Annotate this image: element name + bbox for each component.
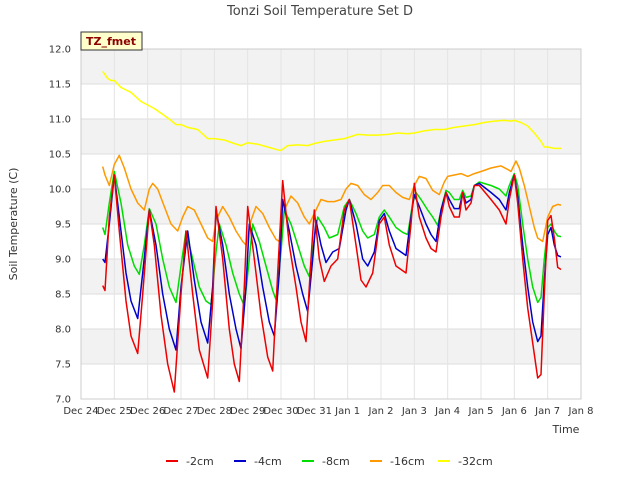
x-tick-label: Jan 1 <box>334 406 360 417</box>
y-tick-label: 11.5 <box>49 80 71 91</box>
plot-band <box>81 49 581 84</box>
y-tick-label: 10.5 <box>49 150 71 161</box>
legend: -2cm -4cm -8cm -16cm -32cm <box>166 455 493 468</box>
tag-label: TZ_fmet <box>86 35 136 48</box>
plot-band <box>81 294 581 329</box>
x-tick-label: Jan 7 <box>534 406 560 417</box>
x-tick-label: Dec 30 <box>263 406 298 417</box>
plot-band <box>81 154 581 189</box>
legend-entry: -4cm <box>254 455 282 468</box>
series-line-minus-2cm <box>102 174 562 393</box>
tag-box-background <box>80 31 143 51</box>
plot-band <box>81 364 581 399</box>
x-tick-label: Jan 2 <box>368 406 394 417</box>
y-tick-label: 10.0 <box>49 185 71 196</box>
y-tick-label: 11.0 <box>49 115 71 126</box>
plot-frame <box>80 48 582 400</box>
plot-band <box>81 329 581 364</box>
tag-box: TZ_fmet <box>80 31 143 51</box>
y-tick-label: 7.0 <box>55 395 71 406</box>
plot-band <box>81 224 581 259</box>
y-tick-label: 8.0 <box>55 325 71 336</box>
plot-bands <box>81 49 581 399</box>
series-layer <box>101 70 562 393</box>
legend-entry: -16cm <box>390 455 425 468</box>
y-tick-label: 9.0 <box>55 255 71 266</box>
x-tick-label: Dec 24 <box>63 406 98 417</box>
legend-entry: -32cm <box>458 455 493 468</box>
x-tick-label: Jan 4 <box>434 406 460 417</box>
x-tick-label: Dec 31 <box>297 406 332 417</box>
y-tick-label: 12.0 <box>49 45 71 56</box>
legend-entry: -2cm <box>186 455 214 468</box>
x-tick-label: Dec 26 <box>130 406 165 417</box>
plot-band <box>81 119 581 154</box>
x-tick-label: Jan 5 <box>468 406 494 417</box>
y-tick-label: 9.5 <box>55 220 71 231</box>
x-tick-label: Jan 8 <box>568 406 594 417</box>
y-tick-label: 7.5 <box>55 360 71 371</box>
x-tick-label: Dec 25 <box>97 406 132 417</box>
series-line-minus-8cm <box>101 170 562 307</box>
y-axis-label: Soil Temperature (C) <box>7 168 20 281</box>
chart-title: Tonzi Soil Temperature Set D <box>226 4 413 19</box>
y-tick-label: 8.5 <box>55 290 71 301</box>
legend-entry: -8cm <box>322 455 350 468</box>
x-tick-label: Jan 3 <box>401 406 427 417</box>
x-tick-label: Dec 28 <box>197 406 232 417</box>
x-axis-label: Time <box>552 423 580 436</box>
plot-band <box>81 84 581 119</box>
series-line-minus-32cm <box>102 70 561 152</box>
x-tick-label: Dec 27 <box>163 406 198 417</box>
x-tick-label: Dec 29 <box>230 406 265 417</box>
series-line-minus-16cm <box>101 154 562 246</box>
y-tick-labels: 7.0 7.5 8.0 8.5 9.0 9.5 10.0 10.5 11.0 11.5 12.0 <box>49 45 71 406</box>
x-tick-label: Jan 6 <box>501 406 527 417</box>
